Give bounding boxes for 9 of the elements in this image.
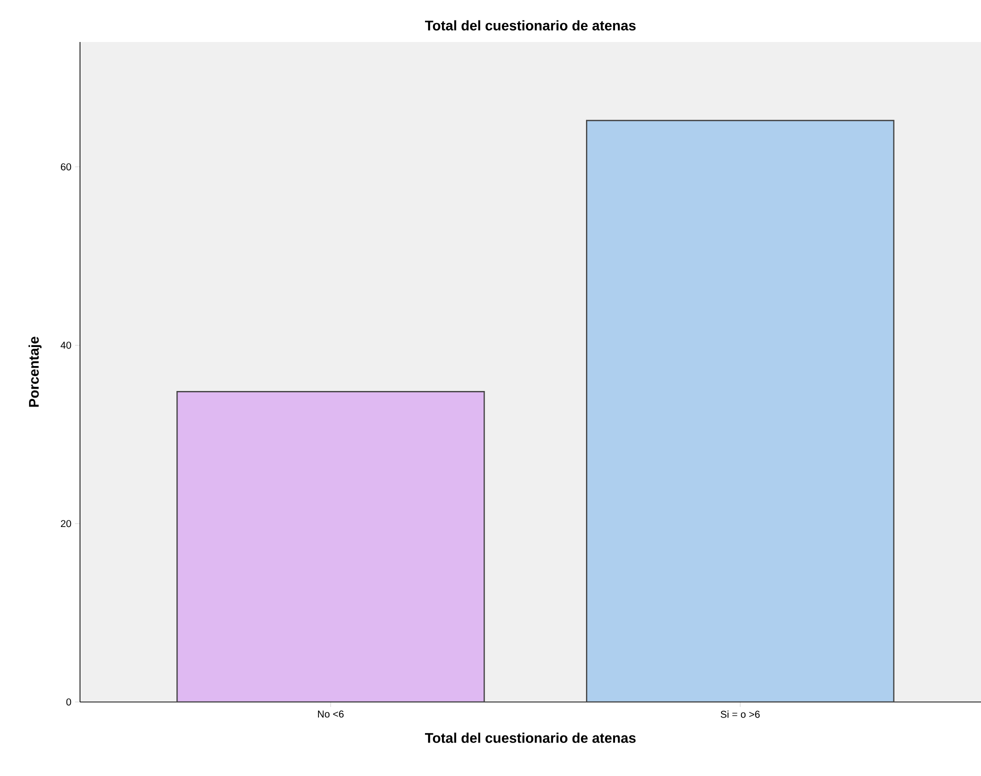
x-tick-label: Si = o >6 bbox=[720, 710, 760, 718]
y-tick-label: 60 bbox=[60, 163, 72, 170]
y-tick-label: 20 bbox=[60, 520, 72, 528]
y-axis-title: Porcentaje bbox=[28, 336, 42, 407]
y-tick-label: 0 bbox=[66, 698, 72, 706]
x-tick-label: No <6 bbox=[318, 710, 344, 718]
y-tick-label: 40 bbox=[60, 342, 72, 349]
x-axis-title: Total del cuestionario de atenas bbox=[425, 732, 636, 743]
chart-title: Total del cuestionario de atenas bbox=[425, 20, 636, 30]
